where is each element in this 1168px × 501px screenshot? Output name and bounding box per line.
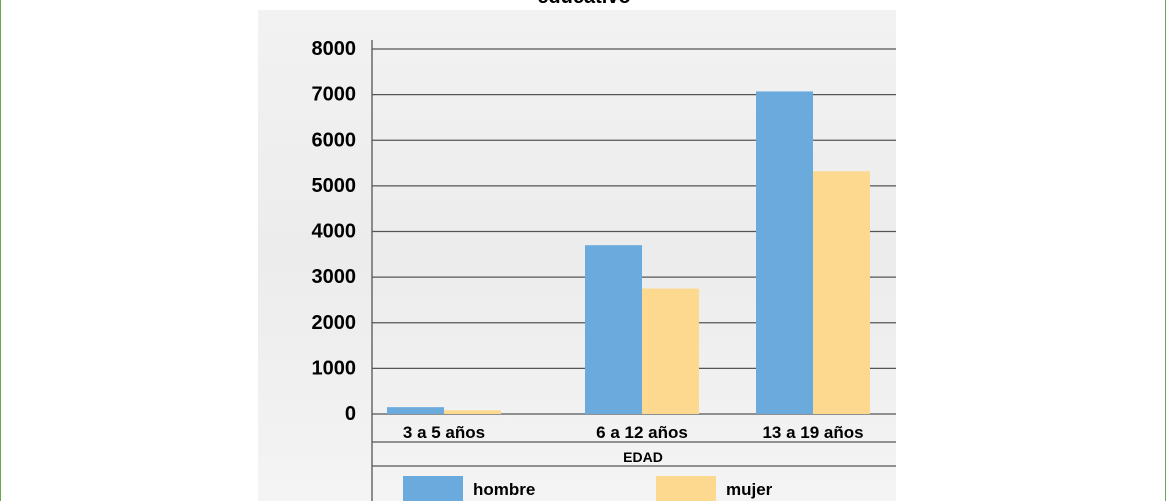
- y-tick-label: 1000: [312, 357, 357, 379]
- y-tick-label: 2000: [312, 312, 357, 334]
- bar-hombre-2: [756, 91, 813, 415]
- legend-swatch-mujer: [656, 476, 716, 501]
- x-tick-label: 3 a 5 años: [403, 423, 485, 442]
- y-tick-label: 8000: [312, 38, 357, 60]
- y-tick-label: 5000: [312, 175, 357, 197]
- legend-label-hombre: hombre: [473, 480, 535, 499]
- y-tick-label: 7000: [312, 84, 357, 106]
- chart-title: educativo: [0, 0, 1168, 9]
- bar-mujer-2: [813, 171, 870, 414]
- legend-label-mujer: mujer: [726, 480, 773, 499]
- bar-mujer-0: [444, 410, 501, 414]
- x-tick-label: 6 a 12 años: [596, 423, 688, 442]
- bar-hombre-0: [387, 407, 444, 414]
- y-tick-label: 4000: [312, 221, 357, 243]
- y-tick-label: 0: [345, 403, 356, 425]
- bar-hombre-1: [585, 245, 642, 414]
- legend-swatch-hombre: [403, 476, 463, 501]
- bar-mujer-1: [642, 288, 699, 414]
- x-tick-label: 13 a 19 años: [762, 423, 863, 442]
- x-axis-label: EDAD: [623, 449, 663, 465]
- y-tick-label: 6000: [312, 129, 357, 151]
- y-tick-label: 3000: [312, 266, 357, 288]
